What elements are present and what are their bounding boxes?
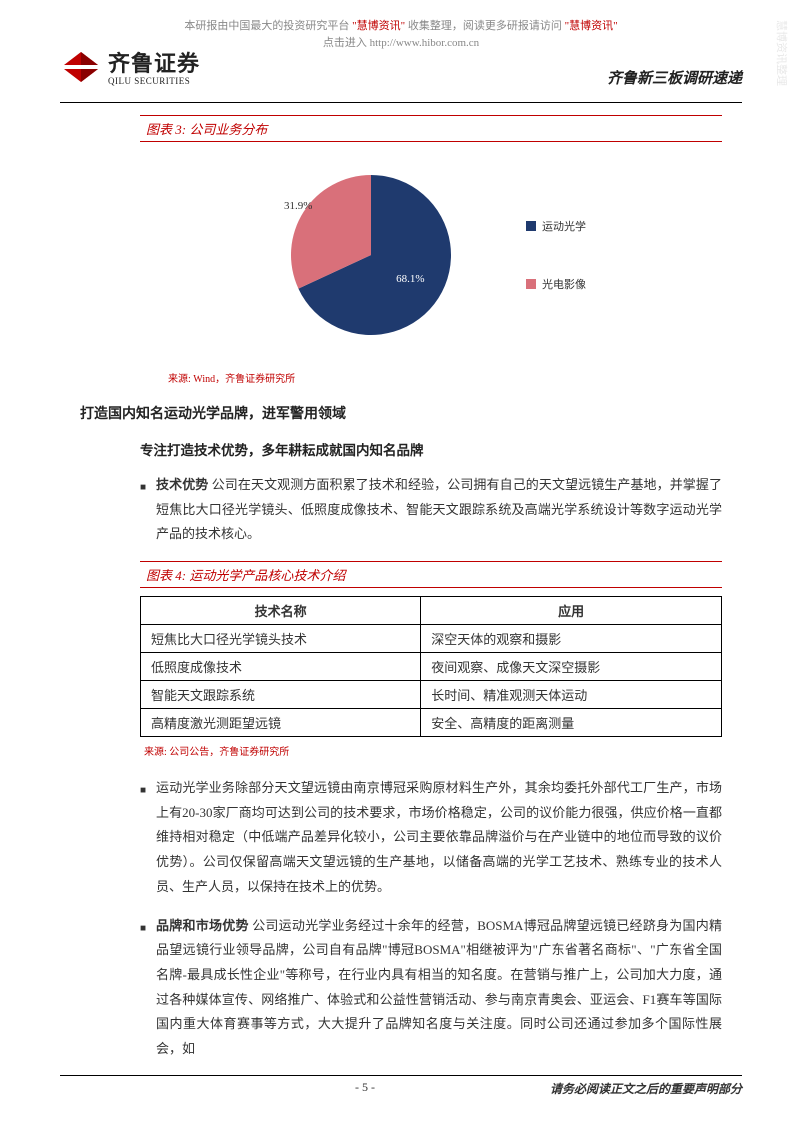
bullet-item: ■ 运动光学业务除部分天文望远镜由南京博冠采购原材料生产外，其余均委托外部代工厂… [140,776,722,899]
legend-swatch [526,279,536,289]
logo-name-en: QILU SECURITIES [108,77,200,86]
figure-4-source: 来源: 公司公告，齐鲁证券研究所 [144,743,722,758]
table-cell: 智能天文跟踪系统 [141,681,421,709]
footer-rule [60,1075,742,1076]
page-header: 齐鲁证券 QILU SECURITIES 齐鲁新三板调研速递 [0,0,802,98]
document-title: 齐鲁新三板调研速递 [607,67,742,90]
bullet-lead: 品牌和市场优势 [156,918,249,933]
bullet-text: 品牌和市场优势 公司运动光学业务经过十余年的经营，BOSMA博冠品牌望远镜已经跻… [156,914,722,1062]
table-cell: 安全、高精度的距离测量 [421,709,722,737]
page-number: - 5 - [180,1080,550,1097]
table-row: 智能天文跟踪系统长时间、精准观测天体运动 [141,681,722,709]
pie-slice-label: 68.1% [396,273,424,285]
table-cell: 深空天体的观察和摄影 [421,625,722,653]
legend-label: 运动光学 [542,218,586,234]
table-row: 高精度激光测距望远镜安全、高精度的距离测量 [141,709,722,737]
figure-4: 图表 4: 运动光学产品核心技术介绍 技术名称 应用 短焦比大口径光学镜头技术深… [140,561,722,758]
tech-table: 技术名称 应用 短焦比大口径光学镜头技术深空天体的观察和摄影低照度成像技术夜间观… [140,596,722,737]
bullet-body: 公司运动光学业务经过十余年的经营，BOSMA博冠品牌望远镜已经跻身为国内精品望远… [156,918,722,1056]
table-header: 技术名称 [141,597,421,625]
bullet-item: ■ 技术优势 公司在天文观测方面积累了技术和经验，公司拥有自己的天文望远镜生产基… [140,473,722,547]
page-content: 图表 3: 公司业务分布 68.1% 31.9% 运动光学 光电影像 来源: W… [0,103,802,1062]
pie-chart-block: 68.1% 31.9% 运动光学 光电影像 [140,150,722,364]
pie-legend: 运动光学 光电影像 [526,218,586,292]
bullet-text: 技术优势 公司在天文观测方面积累了技术和经验，公司拥有自己的天文望远镜生产基地，… [156,473,722,547]
table-cell: 高精度激光测距望远镜 [141,709,421,737]
bullet-item: ■ 品牌和市场优势 公司运动光学业务经过十余年的经营，BOSMA博冠品牌望远镜已… [140,914,722,1062]
legend-item: 光电影像 [526,276,586,292]
legend-swatch [526,221,536,231]
footer-disclaimer: 请务必阅读正文之后的重要声明部分 [550,1080,742,1097]
table-cell: 长时间、精准观测天体运动 [421,681,722,709]
logo: 齐鲁证券 QILU SECURITIES [60,48,200,90]
bullet-square-icon: ■ [140,473,146,547]
logo-icon [60,48,102,90]
table-header-row: 技术名称 应用 [141,597,722,625]
table-row: 低照度成像技术夜间观察、成像天文深空摄影 [141,653,722,681]
legend-label: 光电影像 [542,276,586,292]
section-heading-1: 打造国内知名运动光学品牌，进军警用领域 [80,403,722,423]
section-heading-2: 专注打造技术优势，多年耕耘成就国内知名品牌 [140,439,722,459]
bullet-square-icon: ■ [140,776,146,899]
table-header: 应用 [421,597,722,625]
bullet-lead: 技术优势 [156,477,208,492]
legend-item: 运动光学 [526,218,586,234]
table-cell: 夜间观察、成像天文深空摄影 [421,653,722,681]
bullet-body: 运动光学业务除部分天文望远镜由南京博冠采购原材料生产外，其余均委托外部代工厂生产… [156,780,722,894]
page-footer: - 5 - 请务必阅读正文之后的重要声明部分 [60,1075,742,1097]
pie-slice-label: 31.9% [284,200,312,212]
pie-chart: 68.1% 31.9% [276,160,466,350]
logo-name-cn: 齐鲁证券 [108,53,200,75]
figure-3-title: 图表 3: 公司业务分布 [140,115,722,142]
bullet-square-icon: ■ [140,914,146,1062]
table-cell: 低照度成像技术 [141,653,421,681]
table-cell: 短焦比大口径光学镜头技术 [141,625,421,653]
table-row: 短焦比大口径光学镜头技术深空天体的观察和摄影 [141,625,722,653]
bullet-body: 公司在天文观测方面积累了技术和经验，公司拥有自己的天文望远镜生产基地，并掌握了短… [156,477,722,541]
bullet-text: 运动光学业务除部分天文望远镜由南京博冠采购原材料生产外，其余均委托外部代工厂生产… [156,776,722,899]
figure-3-source: 来源: Wind，齐鲁证券研究所 [168,370,722,385]
figure-4-title: 图表 4: 运动光学产品核心技术介绍 [140,561,722,588]
